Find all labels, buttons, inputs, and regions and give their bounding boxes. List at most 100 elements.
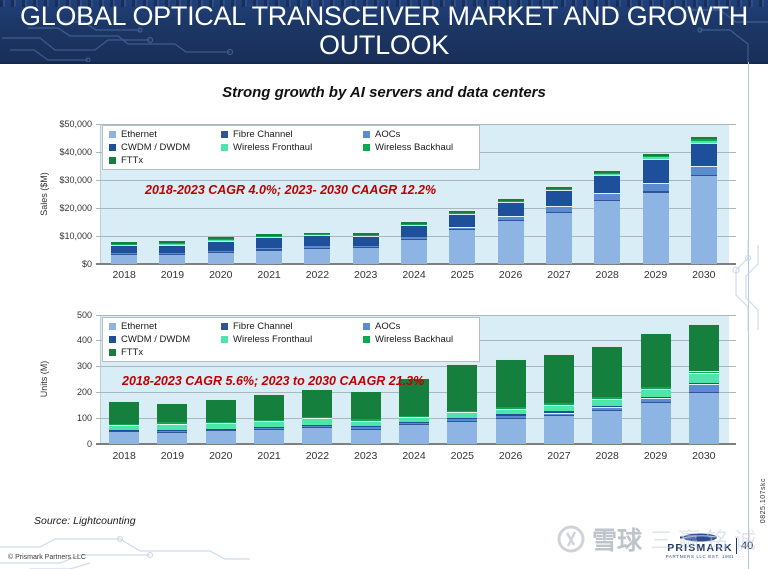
y-tick-label: $0 [81,258,92,269]
x-tick-label: 2018 [112,450,136,462]
x-tick-label: 2026 [498,450,523,462]
bar-segment-ethernet [304,249,331,264]
bar-segment-cwdm-dwdm [205,428,236,430]
legend-item: Wireless Backhaul [363,142,473,153]
bar-segment-fttx [159,241,186,243]
x-tick-label: 2020 [209,269,233,281]
bar-segment-fttx [256,234,283,236]
bar-segment-fibre-channel [592,410,623,411]
gridline [96,207,736,209]
bar-segment-ethernet [642,192,669,264]
x-tick-label: 2025 [450,269,474,281]
bar-segment-wireless-backhaul [495,407,526,409]
bar-segment-ethernet [401,239,427,264]
legend-item: FTTx [109,155,221,166]
legend-item: Wireless Fronthaul [221,142,363,153]
bar-segment-aocs [688,384,719,392]
x-tick-label: 2023 [354,269,378,281]
x-tick-label: 2022 [305,269,330,281]
gridline [96,314,736,316]
bar-segment-aocs [401,236,427,239]
bar-segment-aocs [495,415,526,418]
bar-segment-wireless-backhaul [109,423,140,425]
bar-segment-fttx [254,394,285,420]
bar-segment-aocs [159,253,186,255]
bar-segment-cwdm-dwdm [304,235,331,247]
gridline [96,366,736,368]
bar-segment-wireless-fronthaul [207,239,234,242]
bar-segment-fibre-channel [401,238,427,240]
bar-segment-fibre-channel [157,431,188,433]
y-tick-label: 0 [86,438,92,449]
bar-segment-fibre-channel [207,251,234,254]
bar-segment-wireless-fronthaul [545,189,572,191]
x-tick-label: 2023 [354,450,378,462]
bar-segment-wireless-backhaul [159,243,186,244]
bar-segment-aocs [497,216,524,221]
bar-segment-fibre-channel [109,431,140,432]
bar-segment-wireless-fronthaul [352,235,379,236]
legend-label: Wireless Backhaul [375,334,454,345]
legend-swatch [363,336,370,343]
bar-segment-fibre-channel [543,415,574,416]
bar-segment-wireless-backhaul [304,233,331,235]
bar-segment-ethernet [543,415,574,444]
bar-segment-fibre-channel [447,420,478,422]
bar-segment-wireless-fronthaul [350,420,381,427]
y-tick-label: 100 [76,412,92,423]
bar-segment-aocs [302,426,333,428]
bar-segment-fibre-channel [594,200,621,201]
x-tick-label: 2024 [402,269,426,281]
x-tick-label: 2030 [692,450,716,462]
bar-segment-aocs [399,423,429,425]
legend-label: Ethernet [121,129,157,140]
legend-swatch [109,131,116,138]
bar-segment-fibre-channel [254,429,285,430]
legend-label: CWDM / DWDM [121,142,191,153]
bar-segment-ethernet [399,424,429,444]
legend-label: CWDM / DWDM [121,334,191,345]
bar-segment-wireless-fronthaul [640,389,671,397]
y-tick-label: 400 [76,335,92,346]
bar-segment-fttx [497,198,524,201]
bar-segment-fttx [495,358,526,408]
legend-swatch [363,323,370,330]
bar-segment-fttx [111,242,138,244]
bar-segment-fttx [304,232,331,234]
bar-segment-cwdm-dwdm [594,174,621,193]
bar-segment-aocs [254,428,285,430]
bar-segment-wireless-backhaul [399,415,429,417]
bar-segment-fibre-channel [449,229,476,231]
bar-segment-fttx [688,324,719,372]
x-tick-label: 2021 [257,269,281,281]
bar-segment-cwdm-dwdm [447,417,478,420]
bar-segment-aocs [640,398,671,403]
xueqiu-watermark: 雪球 三赢铭诚 [556,521,762,557]
y-tick-label: $30,000 [59,174,92,185]
cagr-annotation: 2018-2023 CAGR 4.0%; 2023- 2030 CAAGR 12… [145,183,437,197]
x-tick-label: 2020 [209,450,233,462]
bar-segment-ethernet [690,175,717,264]
bar-segment-fibre-channel [690,174,717,176]
prismark-swoosh-icon [680,533,718,542]
bar-segment-wireless-backhaul [545,188,572,190]
bar-segment-wireless-fronthaul [690,140,717,143]
bar-segment-aocs [447,419,478,421]
bar-segment-ethernet [159,255,186,264]
y-tick-label: 200 [76,386,92,397]
bar-segment-ethernet [207,253,234,264]
bar-segment-fibre-channel [545,212,572,214]
bar-segment-fttx [350,391,381,420]
bar-segment-wireless-fronthaul [205,422,236,429]
bar-segment-wireless-fronthaul [157,423,188,431]
bar-segment-wireless-backhaul [157,422,188,424]
bar-segment-fttx [352,233,379,235]
legend-swatch [221,131,228,138]
bar-segment-aocs [350,427,381,429]
bar-segment-fttx [302,389,333,417]
bar-segment-cwdm-dwdm [688,382,719,385]
gridline [96,123,736,125]
bar-segment-wireless-backhaul [254,419,285,422]
bar-segment-wireless-fronthaul [111,243,138,245]
